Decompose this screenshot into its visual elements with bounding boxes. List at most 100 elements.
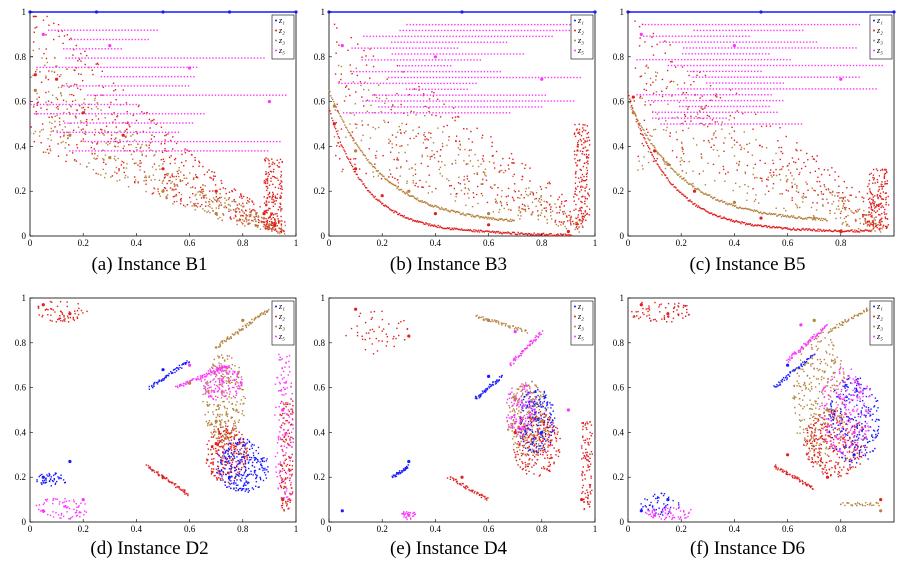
data-point-z5-2 xyxy=(188,66,192,70)
legend-entry-z1: z₁ xyxy=(876,16,883,25)
data-point-z3-1 xyxy=(68,133,72,137)
y-tick-label: 0.6 xyxy=(15,383,27,393)
panel-d2: 0 0.2 0.4 0.6 0.8 1 0 0.2 0.4 0.6 0.8 1 z₁ z₂ z₃ z₅ (d)… xyxy=(0,286,299,572)
y-tick-label: 0.2 xyxy=(15,186,26,196)
data-point-z3-0 xyxy=(188,381,192,385)
panel-b3: 0 0.2 0.4 0.6 0.8 1 0 0.2 0.4 0.6 0.8 1 z₁ z₂ z₃ z₅ (b)… xyxy=(299,0,598,286)
data-point-z5-1 xyxy=(799,323,803,327)
y-tick-label: 0.6 xyxy=(314,97,326,107)
y-tick-label: 1 xyxy=(620,293,625,303)
data-point-z2-2 xyxy=(460,475,464,479)
data-point-z2-1 xyxy=(407,334,411,338)
plot-frame xyxy=(627,297,895,523)
y-tick-label: 0.2 xyxy=(314,186,325,196)
y-tick-label: 0.6 xyxy=(613,383,625,393)
data-point-z2-5 xyxy=(566,229,570,234)
data-point-z3-2 xyxy=(879,509,883,513)
panel-b5: 0 0.2 0.4 0.6 0.8 0 0.2 0.4 0.6 0.8 1 z₁ z₂ z₃ z₅ (c) … xyxy=(598,0,897,286)
data-point-z5-0 xyxy=(340,44,344,48)
data-point-z2-3 xyxy=(121,133,125,137)
caption-d4: (e) Instance D4 xyxy=(389,538,508,559)
data-point-z2-0 xyxy=(639,303,643,307)
data-point-z2-3 xyxy=(214,442,218,446)
caption-d2: (d) Instance D2 xyxy=(90,538,209,559)
y-tick-label: 0.6 xyxy=(314,383,326,393)
data-point-z2-7 xyxy=(273,223,277,227)
x-tick-label: 0.2 xyxy=(377,524,388,534)
data-point-z2-0 xyxy=(354,307,358,311)
data-point-z3-0 xyxy=(812,318,816,322)
x-tick-label: 0.2 xyxy=(377,238,388,248)
data-point-z5-2 xyxy=(188,363,192,367)
data-point-z2-3 xyxy=(825,475,830,479)
x-tick-label: 1 xyxy=(593,524,598,534)
data-point-z1-2 xyxy=(786,363,790,367)
data-point-z1-2 xyxy=(161,368,165,372)
data-point-z2-4 xyxy=(839,229,843,234)
data-point-z2-4 xyxy=(487,223,491,227)
data-point-z2-1 xyxy=(68,312,72,316)
data-point-z3-3 xyxy=(161,189,165,193)
data-point-z3-2 xyxy=(241,318,245,322)
data-point-z1-0 xyxy=(41,475,45,479)
data-point-z2-2 xyxy=(786,453,790,457)
x-tick-label: 0.8 xyxy=(835,524,847,534)
caption-b3: (b) Instance B3 xyxy=(389,254,508,275)
x-tick-label: 0.2 xyxy=(78,524,89,534)
x-tick-label: 1 xyxy=(294,238,299,248)
data-point-z2-1 xyxy=(55,77,59,81)
legend-entry-z1: z₁ xyxy=(278,302,285,311)
x-tick-label: 0.4 xyxy=(131,524,143,534)
y-tick-label: 0.2 xyxy=(613,186,624,196)
y-tick-label: 0.4 xyxy=(314,427,326,437)
x-tick-label: 0.8 xyxy=(536,238,548,248)
panel-d4: 0 0.2 0.4 0.6 0.8 1 0 0.2 0.4 0.6 0.8 1 z₁ z₂ z₃ z₅ (e)… xyxy=(299,286,598,572)
data-point-z5-0 xyxy=(639,32,643,37)
legend-entry-z3: z₃ xyxy=(876,322,883,331)
plot-frame xyxy=(29,297,297,523)
legend-entry-z3: z₃ xyxy=(577,322,584,331)
legend-entry-z2: z₂ xyxy=(876,26,883,35)
x-tick-label: 0.2 xyxy=(676,238,687,248)
data-point-z3-2 xyxy=(732,200,736,204)
y-tick-label: 0.2 xyxy=(314,472,325,482)
data-point-z5-2 xyxy=(839,77,843,81)
x-tick-label: 0 xyxy=(626,238,631,248)
x-tick-label: 0.8 xyxy=(237,524,249,534)
x-tick-label: 1 xyxy=(593,238,598,248)
plot-frame xyxy=(328,297,596,523)
x-tick-label: 0.6 xyxy=(782,524,794,534)
data-point-z5-1 xyxy=(732,44,736,48)
y-tick-label: 0 xyxy=(22,517,27,527)
plot-frame xyxy=(328,11,596,237)
x-tick-label: 0.8 xyxy=(536,524,548,534)
legend-entry-z5: z₅ xyxy=(278,46,285,55)
x-tick-label: 0.2 xyxy=(78,238,89,248)
y-tick-label: 0.8 xyxy=(314,52,326,62)
data-point-z2-3 xyxy=(759,216,763,220)
data-point-z3-4 xyxy=(214,212,218,216)
data-point-z3-1 xyxy=(354,149,358,153)
y-tick-label: 0.4 xyxy=(15,427,27,437)
data-point-z1-1 xyxy=(68,459,72,464)
data-point-z5-1 xyxy=(513,330,517,334)
y-tick-label: 0 xyxy=(22,231,27,241)
y-tick-label: 1 xyxy=(22,7,27,17)
data-point-z3-2 xyxy=(407,189,411,193)
data-point-z3-1 xyxy=(214,419,218,423)
data-point-z3-1 xyxy=(666,162,670,166)
data-point-z5-1 xyxy=(108,44,112,48)
data-point-z1-0 xyxy=(639,509,643,513)
data-point-z2-3 xyxy=(513,430,517,434)
x-tick-label: 0 xyxy=(327,238,332,248)
data-point-z3-0 xyxy=(33,88,37,92)
data-point-z3-3 xyxy=(487,212,491,216)
y-tick-label: 0.4 xyxy=(314,141,326,151)
data-point-z5-3 xyxy=(281,408,285,412)
legend-entry-z2: z₂ xyxy=(876,312,883,321)
